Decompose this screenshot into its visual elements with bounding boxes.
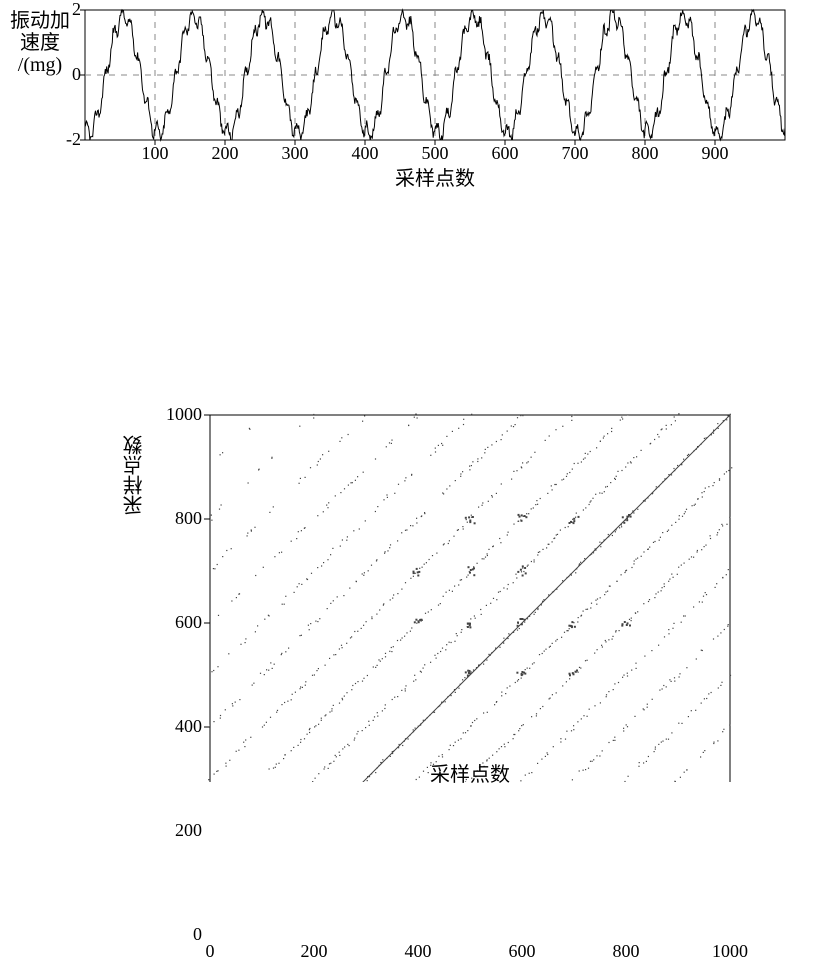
bottom-ytick-label: 0: [152, 924, 202, 945]
top-xtick-label: 400: [345, 143, 385, 164]
top-ytick-label: -2: [53, 129, 81, 150]
top-xtick-label: 500: [415, 143, 455, 164]
recurrence-plot: 采样点数 采样点数 02004006008001000 020040060080…: [0, 200, 838, 782]
top-xtick-label: 900: [695, 143, 735, 164]
bottom-ytick-label: 1000: [152, 404, 202, 425]
bottom-xlabel: 采样点数: [210, 758, 730, 787]
vibration-time-series: 振动加速度 /(mg) 采样点数 10020030040050060070080…: [0, 0, 838, 200]
top-xtick-label: 600: [485, 143, 525, 164]
bottom-xtick-label: 600: [497, 941, 547, 962]
top-xtick-label: 700: [555, 143, 595, 164]
top-xtick-label: 800: [625, 143, 665, 164]
bottom-ytick-label: 800: [152, 508, 202, 529]
bottom-xtick-label: 800: [601, 941, 651, 962]
bottom-ytick-label: 200: [152, 820, 202, 841]
bottom-xtick-label: 1000: [705, 941, 755, 962]
top-xlabel: 采样点数: [85, 162, 785, 191]
bottom-ylabel: 采样点数: [125, 215, 145, 735]
top-ytick-label: 2: [53, 0, 81, 20]
bottom-xtick-label: 200: [289, 941, 339, 962]
top-xtick-label: 200: [205, 143, 245, 164]
top-ytick-label: 0: [53, 64, 81, 85]
bottom-xtick-label: 400: [393, 941, 443, 962]
bottom-ytick-label: 600: [152, 612, 202, 633]
bottom-ytick-label: 400: [152, 716, 202, 737]
top-xtick-label: 100: [135, 143, 175, 164]
top-xtick-label: 300: [275, 143, 315, 164]
